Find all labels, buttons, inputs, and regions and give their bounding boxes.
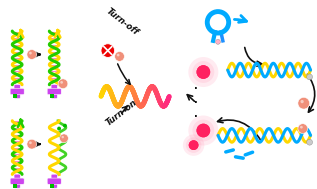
FancyBboxPatch shape	[14, 174, 20, 188]
Circle shape	[188, 57, 218, 87]
FancyBboxPatch shape	[10, 178, 24, 184]
Circle shape	[117, 54, 120, 57]
Circle shape	[27, 50, 37, 59]
FancyBboxPatch shape	[47, 178, 61, 184]
Circle shape	[183, 134, 204, 156]
Circle shape	[307, 74, 313, 80]
Circle shape	[115, 52, 124, 61]
Circle shape	[63, 124, 67, 128]
Circle shape	[192, 120, 214, 141]
Circle shape	[101, 44, 115, 57]
FancyBboxPatch shape	[13, 94, 17, 98]
Text: Turn-on: Turn-on	[104, 98, 139, 128]
Circle shape	[186, 137, 201, 153]
FancyBboxPatch shape	[47, 88, 61, 95]
FancyBboxPatch shape	[13, 184, 17, 188]
Circle shape	[29, 141, 32, 144]
FancyBboxPatch shape	[51, 84, 57, 98]
Text: Turn-off: Turn-off	[104, 6, 139, 37]
Circle shape	[189, 140, 198, 150]
Text: ·
·
·: · · ·	[194, 84, 197, 122]
FancyBboxPatch shape	[10, 88, 24, 95]
Circle shape	[197, 124, 210, 137]
Circle shape	[27, 139, 37, 149]
Circle shape	[197, 65, 210, 79]
Circle shape	[58, 79, 68, 89]
Circle shape	[300, 126, 303, 129]
Circle shape	[307, 139, 313, 145]
FancyBboxPatch shape	[14, 84, 20, 98]
FancyBboxPatch shape	[50, 184, 54, 188]
Circle shape	[298, 97, 310, 109]
Circle shape	[301, 100, 304, 103]
Circle shape	[189, 140, 198, 150]
Circle shape	[60, 81, 63, 84]
Circle shape	[188, 115, 218, 146]
Circle shape	[29, 52, 32, 54]
FancyBboxPatch shape	[50, 94, 54, 98]
Circle shape	[197, 65, 210, 79]
Circle shape	[197, 124, 210, 137]
Circle shape	[60, 134, 68, 143]
Circle shape	[298, 124, 308, 133]
Circle shape	[216, 39, 220, 44]
Circle shape	[61, 136, 64, 138]
Circle shape	[192, 61, 214, 83]
Circle shape	[57, 127, 61, 131]
FancyBboxPatch shape	[51, 174, 57, 188]
